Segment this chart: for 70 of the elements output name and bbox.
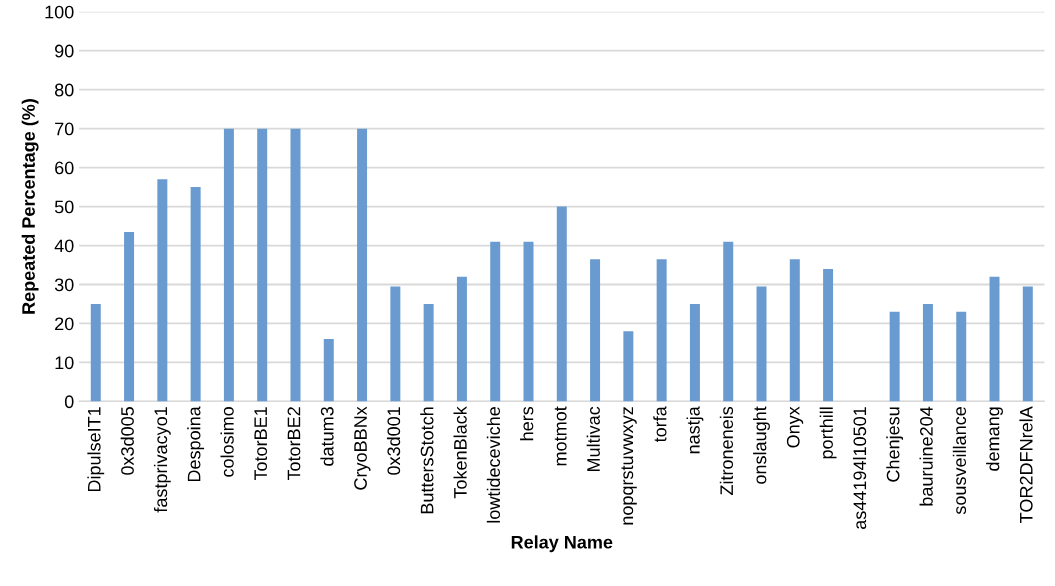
bar [689, 303, 700, 402]
y-tick-label: 20 [55, 317, 74, 331]
x-tick-label: datum3 [320, 407, 334, 466]
y-tick-label: 60 [55, 161, 74, 175]
x-tick-label: CryoBBNx [354, 406, 371, 490]
bar [523, 241, 534, 402]
y-tick-label: 0 [64, 395, 74, 409]
x-tick-label: sousveillance [952, 407, 967, 515]
y-tick-label: 90 [55, 44, 74, 58]
x-tick-label: TokenBlack [453, 406, 467, 499]
y-tick-label: 10 [55, 356, 74, 370]
x-tick-label: 0x3d005 [120, 407, 134, 475]
x-tick-label: TotorBE1 [254, 407, 268, 481]
bar [357, 128, 368, 402]
bar [823, 268, 834, 402]
x-tick-label: Multivac [586, 406, 600, 472]
bar [590, 259, 601, 402]
x-tick-label: demang [986, 407, 1003, 471]
bar [90, 303, 101, 402]
x-tick-label: 0x3d001 [386, 407, 401, 475]
x-axis-title: Relay Name [511, 535, 613, 553]
bar [456, 276, 467, 402]
x-tick-label: Onyx [786, 406, 804, 448]
bar [989, 276, 1000, 402]
x-tick-label: Despoina [187, 406, 205, 482]
x-tick-label: TOR2DFNrelA [1019, 406, 1033, 523]
bar [423, 303, 434, 402]
y-tick-label: 80 [54, 83, 74, 97]
bar [889, 311, 900, 402]
bar [656, 259, 667, 402]
y-tick-label: 70 [55, 122, 74, 136]
x-tick-label: Chenjesu [886, 407, 904, 482]
bar [124, 231, 135, 402]
x-tick-label: Zitroneneis [719, 406, 734, 496]
x-tick-label: ButtersStotch [420, 407, 434, 514]
bar [257, 128, 268, 402]
bar [157, 179, 168, 402]
y-tick-label: 40 [54, 239, 74, 253]
x-tick-label: bauruine204 [919, 406, 933, 506]
bar [789, 259, 800, 402]
x-tick-label: TotorBE2 [287, 407, 301, 481]
bar [223, 128, 234, 402]
bar [190, 187, 201, 402]
x-tick-label: torfa [653, 406, 667, 443]
bar [956, 311, 967, 402]
x-tick-label: lowtideceviche [486, 407, 501, 523]
x-tick-label: nopqrstuvwxyz [621, 407, 637, 525]
bar [723, 241, 734, 402]
x-tick-label: DipulseIT1 [87, 407, 105, 492]
bar [390, 286, 401, 402]
y-tick-label: 30 [54, 278, 74, 292]
y-tick-label: 100 [45, 5, 74, 19]
bar [290, 128, 301, 402]
x-tick-label: nastja [686, 406, 704, 454]
x-tick-label: as44194l10501 [852, 407, 867, 529]
bar [623, 331, 634, 402]
x-tick-label: colosimo [220, 407, 234, 477]
x-tick-label: fastprivacyo1 [153, 407, 171, 513]
bar [323, 339, 334, 402]
bar [490, 241, 501, 402]
bar [756, 286, 767, 402]
bar [1022, 286, 1033, 402]
x-tick-label: motmot [554, 406, 567, 466]
y-tick-label: 50 [54, 200, 74, 214]
x-tick-label: onslaught [753, 406, 770, 484]
bar [922, 303, 933, 402]
x-tick-label: porthill [819, 407, 837, 459]
y-axis-title: Repeated Percentage (%) [21, 99, 39, 314]
bar [556, 206, 567, 402]
x-tick-label: hers [520, 406, 534, 441]
